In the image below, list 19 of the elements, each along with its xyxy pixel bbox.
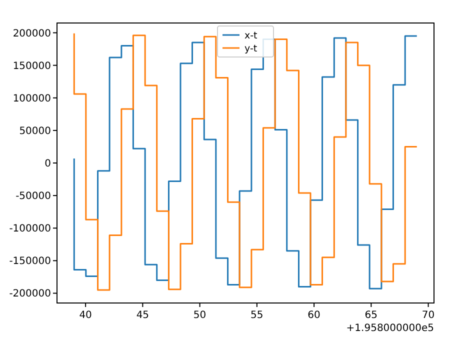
y-tick-label: -100000 bbox=[9, 224, 51, 235]
y-tick-label: -50000 bbox=[16, 191, 51, 202]
x-tick-label: 65 bbox=[364, 310, 378, 321]
y-tick-label: 150000 bbox=[12, 60, 51, 72]
y-tick-label: -150000 bbox=[9, 256, 51, 268]
y-tick-label: 200000 bbox=[12, 28, 51, 40]
text: +1.958000000e5 bbox=[346, 323, 434, 334]
x-tick-label: 60 bbox=[308, 310, 320, 321]
legend-label: x-t bbox=[244, 30, 258, 42]
y-tick-label: -200000 bbox=[9, 288, 51, 300]
x-tick-label: 50 bbox=[193, 310, 206, 321]
x-tick-label: 45 bbox=[136, 310, 150, 321]
x-tick-label: 70 bbox=[422, 310, 435, 321]
y-tick-label: 50000 bbox=[19, 126, 51, 137]
x-tick-label: 40 bbox=[79, 310, 92, 321]
y-tick-label: 0 bbox=[44, 158, 51, 170]
x-tick-label: 55 bbox=[250, 310, 264, 321]
y-tick-label: 100000 bbox=[12, 93, 51, 104]
legend-label: y-t bbox=[244, 44, 258, 54]
